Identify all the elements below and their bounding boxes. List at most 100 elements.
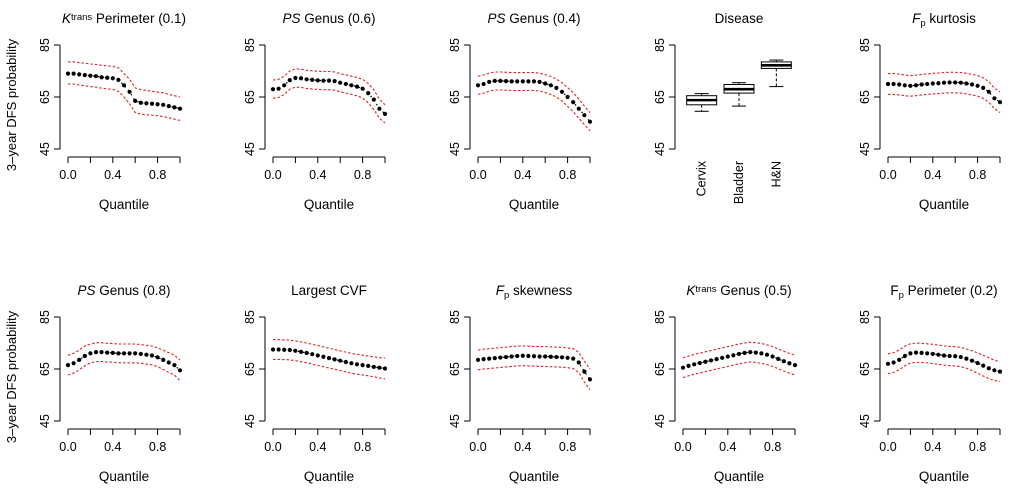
data-point [515,79,520,84]
data-point [492,355,497,361]
data-point [941,353,947,358]
y-tick-label: 85 [858,310,872,324]
data-point [520,79,525,84]
data-point [99,75,104,80]
data-point [781,359,786,364]
x-axis-label: Quantile [509,469,559,484]
data-point [958,354,963,360]
data-point [925,351,930,356]
data-point [276,86,281,91]
ci-upper-line [477,71,591,113]
chart-title-part: p [504,290,509,301]
data-point [930,81,935,86]
data-point [680,365,686,370]
data-point [65,71,71,76]
chart-title-part: K [62,11,72,26]
data-point [897,357,902,362]
data-point [936,352,941,357]
data-point [919,350,924,355]
y-tick-label: 65 [653,90,667,104]
data-point [161,357,166,362]
data-point [554,85,559,90]
data-point [172,363,177,368]
data-point [343,359,348,365]
y-axis-label-row-2: 3–year DFS probability [4,310,19,443]
chart-ps-genus-06: PS Genus (0.6) 45 65 85 0.0 0.4 0.8 Quantile [243,11,388,212]
data-point [764,352,770,357]
data-point [969,358,975,363]
data-point [986,366,991,371]
data-point [582,369,587,374]
data-point [88,73,93,78]
data-point [487,79,492,85]
data-point [382,111,388,116]
data-point [571,100,576,105]
y-tick-label: 45 [243,142,257,156]
data-point [981,85,986,90]
data-point [127,351,132,356]
data-point [377,106,382,111]
chart-title-part: Genus (0.5) [717,283,792,298]
data-point [349,83,354,88]
chart-title-part: K [686,283,696,298]
x-tick-label: 0.0 [59,440,76,454]
y-tick-label: 85 [38,310,52,324]
chart-title: Disease [715,11,764,26]
data-point [770,354,775,359]
chart-title-part: Genus (0.8) [95,283,170,298]
data-point [748,350,753,355]
data-point [270,347,276,352]
data-point [65,363,71,368]
chart-title: Fp skewness [496,283,573,301]
y-tick-label: 65 [858,90,872,104]
y-tick-label: 45 [653,414,667,428]
data-point [287,347,292,353]
y-tick-label: 85 [243,38,257,52]
y-tick-label: 85 [38,38,52,52]
data-point [692,362,697,367]
data-point [121,351,127,356]
data-point [697,360,702,366]
data-point [121,83,127,88]
ci-lower-line [477,89,591,132]
y-tick-label: 85 [653,38,667,52]
data-point [908,351,913,356]
x-axis-label: Quantile [509,197,559,212]
data-point [366,91,371,96]
data-point [326,355,332,361]
data-point [776,356,781,361]
chart-title: PS Genus (0.6) [282,11,375,26]
chart-title-part: Perimeter (0.1) [92,11,186,26]
data-point [913,350,919,355]
data-point [166,104,171,109]
data-point [498,355,503,360]
ci-lower-line [68,83,181,121]
data-point [515,353,520,359]
x-axis-label: Quantile [99,197,149,212]
data-point [366,363,371,368]
chart-largest-cvf: Largest CVF 45 65 85 0.0 0.4 0.8 Quantile [243,283,388,484]
data-point [310,352,315,357]
data-point [321,78,326,83]
category-label: Bladder [732,161,746,204]
data-point [531,79,537,84]
chart-title-part: PS [77,283,95,298]
data-point [282,347,287,352]
data-point [913,83,919,88]
data-point [315,78,320,83]
data-point [338,80,343,85]
data-point [576,106,581,111]
data-point [332,79,337,84]
data-point [714,357,719,362]
y-tick-label: 85 [448,310,462,324]
x-tick-label: 0.8 [354,440,371,454]
category-label: H&N [769,161,783,187]
y-tick-label: 45 [858,414,872,428]
chart-fp-skewness: Fp skewness 45 65 85 0.0 0.4 0.8 Quantile [448,283,593,484]
data-point [559,355,565,360]
x-axis-label: Quantile [304,197,354,212]
data-point [276,347,281,352]
data-point [997,369,1003,374]
data-point [975,360,980,366]
